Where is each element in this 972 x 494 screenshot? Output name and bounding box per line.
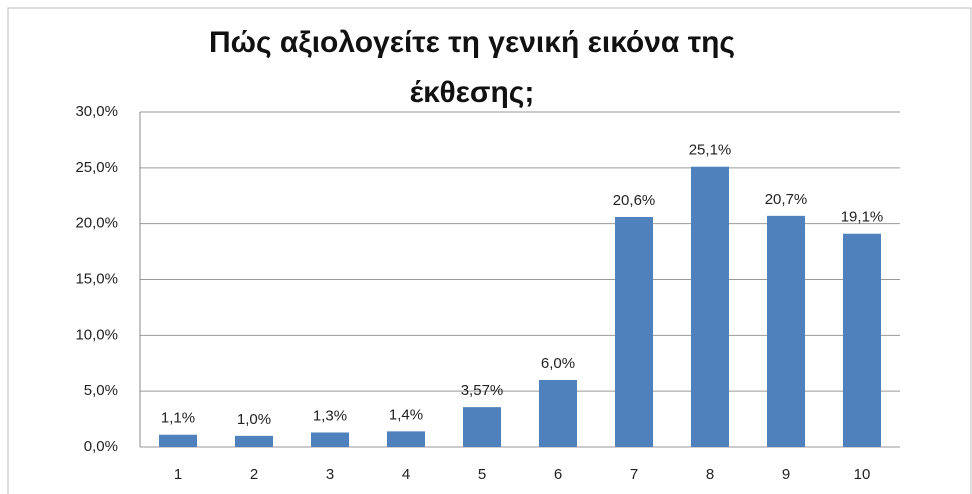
bar [843,233,881,447]
chart-title: Πώς αξιολογείτε τη γενική εικόνα της έκθ… [208,26,736,109]
x-tick-label: 3 [326,466,334,483]
data-label: 3,57% [461,382,504,399]
bar [463,407,501,447]
data-label: 19,1% [841,209,884,226]
x-tick-label: 1 [174,466,182,483]
x-tick-label: 4 [402,466,410,483]
x-tick-label: 6 [554,466,562,483]
data-label: 25,1% [689,142,732,159]
y-tick-label: 30,0% [75,103,118,120]
bar [539,380,577,447]
bar [159,434,197,447]
y-tick-label: 0,0% [84,438,118,455]
data-label: 6,0% [541,355,575,372]
x-tick-label: 10 [854,466,871,483]
y-tick-label: 25,0% [75,159,118,176]
data-label: 1,3% [313,407,347,424]
data-label: 20,6% [613,192,656,209]
bar [387,431,425,447]
y-tick-label: 15,0% [75,270,118,287]
x-tick-label: 7 [630,466,638,483]
data-label: 1,1% [161,410,195,427]
chart-frame [7,7,972,494]
y-tick-label: 10,0% [75,326,118,343]
bar [691,166,729,447]
y-tick-label: 5,0% [84,382,118,399]
bar [615,216,653,447]
data-label: 1,0% [237,411,271,428]
bar [235,435,273,447]
data-label: 20,7% [765,191,808,208]
data-label: 1,4% [389,406,423,423]
bar [311,432,349,447]
bar [767,215,805,447]
x-tick-label: 8 [706,466,714,483]
x-tick-label: 5 [478,466,486,483]
x-tick-label: 2 [250,466,258,483]
y-tick-label: 20,0% [75,215,118,232]
x-tick-label: 9 [782,466,790,483]
